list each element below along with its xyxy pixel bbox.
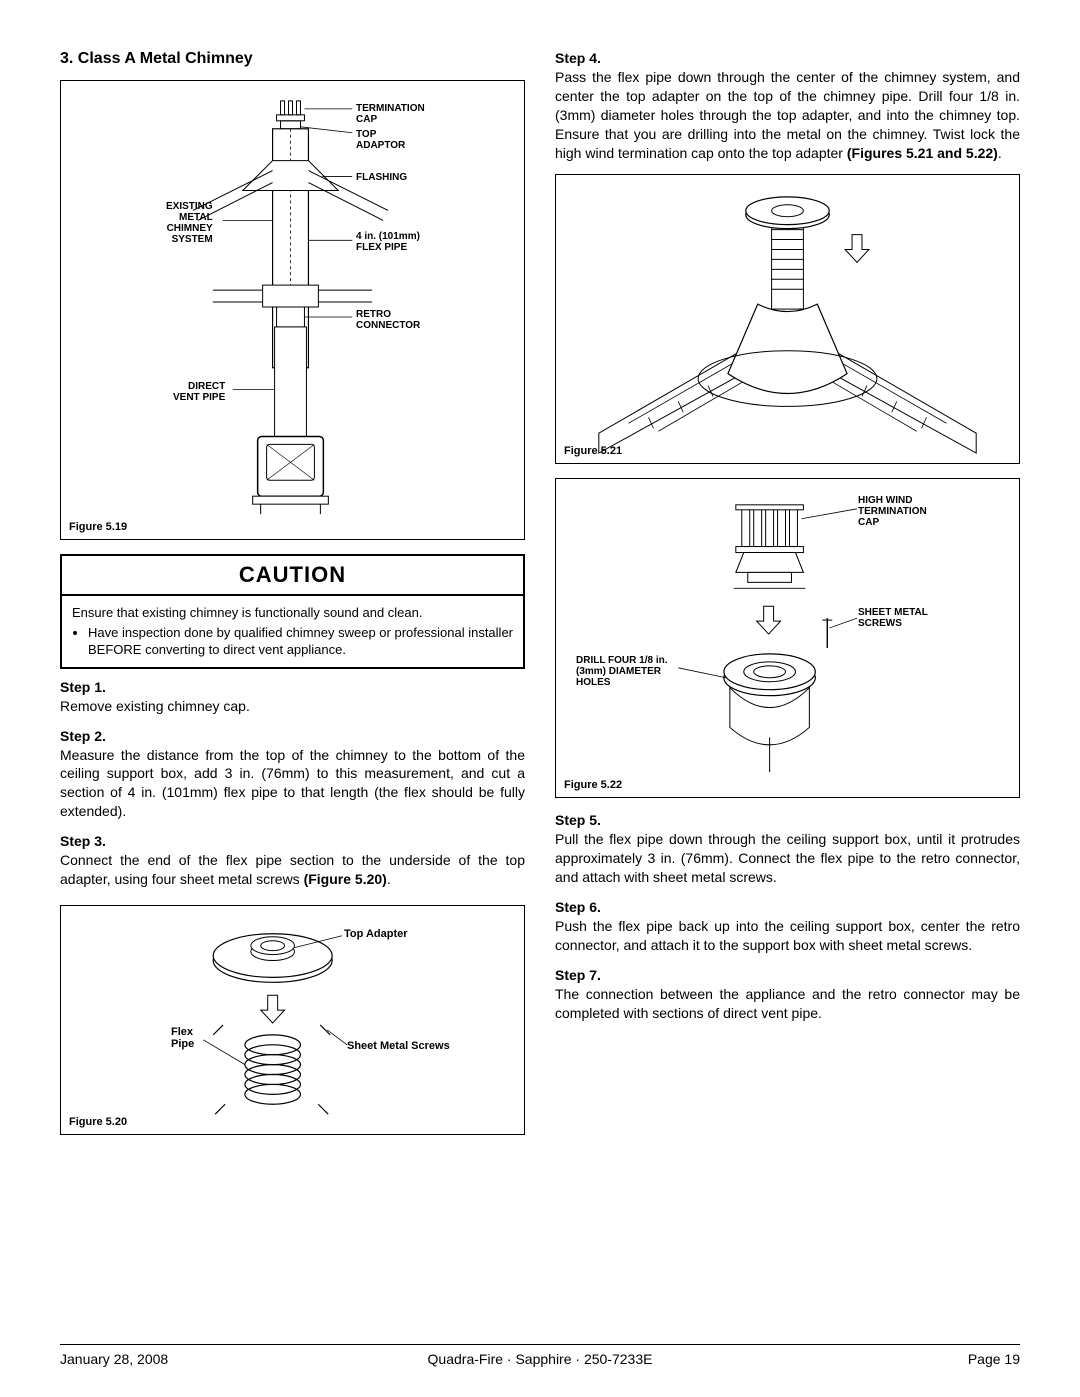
figure-5-21-caption: Figure 5.21 [564, 445, 622, 457]
label-sheet-screws: SHEET METAL SCREWS [858, 607, 928, 629]
label-retro: RETRO CONNECTOR [356, 309, 420, 331]
step-4: Step 4. Pass the flex pipe down through … [555, 50, 1020, 162]
step-3-text: Connect the end of the flex pipe section… [60, 851, 525, 889]
step-6: Step 6. Push the flex pipe back up into … [555, 899, 1020, 955]
step-1-text: Remove existing chimney cap. [60, 697, 525, 716]
label-high-wind: HIGH WIND TERMINATION CAP [858, 495, 927, 528]
page-content: 3. Class A Metal Chimney [60, 50, 1020, 1310]
step-2-title: Step 2. [60, 728, 525, 744]
step-4-text-c: . [998, 145, 1002, 161]
step-2: Step 2. Measure the distance from the to… [60, 728, 525, 822]
right-column: Step 4. Pass the flex pipe down through … [555, 50, 1020, 1310]
figure-5-22-caption: Figure 5.22 [564, 779, 622, 791]
step-3-text-a: Connect the end of the flex pipe section… [60, 852, 525, 887]
caution-box: CAUTION Ensure that existing chimney is … [60, 554, 525, 669]
label-top-adapter: Top Adapter [344, 928, 408, 940]
step-6-title: Step 6. [555, 899, 1020, 915]
page-footer: January 28, 2008 Quadra-Fire · Sapphire … [60, 1344, 1020, 1367]
caution-header: CAUTION [62, 556, 523, 596]
figure-5-21: Figure 5.21 [555, 174, 1020, 464]
label-top-adaptor: TOP ADAPTOR [356, 129, 405, 151]
step-4-text-b: (Figures 5.21 and 5.22) [847, 145, 998, 161]
diagram-5-22 [556, 479, 1019, 797]
left-column: 3. Class A Metal Chimney [60, 50, 525, 1310]
caution-bullet: Have inspection done by qualified chimne… [88, 624, 513, 659]
step-1: Step 1. Remove existing chimney cap. [60, 679, 525, 716]
label-termination-cap: TERMINATION CAP [356, 103, 425, 125]
label-drill-holes: DRILL FOUR 1/8 in. (3mm) DIAMETER HOLES [576, 655, 668, 688]
step-3-text-c: . [387, 871, 391, 887]
step-4-title: Step 4. [555, 50, 1020, 66]
step-5-title: Step 5. [555, 812, 1020, 828]
caution-line1: Ensure that existing chimney is function… [72, 604, 513, 622]
step-5: Step 5. Pull the flex pipe down through … [555, 812, 1020, 887]
section-title: 3. Class A Metal Chimney [60, 50, 525, 68]
step-5-text: Pull the flex pipe down through the ceil… [555, 830, 1020, 887]
step-7-text: The connection between the appliance and… [555, 985, 1020, 1023]
diagram-5-19 [61, 81, 524, 539]
figure-5-19: TERMINATION CAP TOP ADAPTOR FLASHING EXI… [60, 80, 525, 540]
step-4-text: Pass the flex pipe down through the cent… [555, 68, 1020, 162]
diagram-5-20 [61, 906, 524, 1134]
step-2-text: Measure the distance from the top of the… [60, 746, 525, 822]
label-screws-520: Sheet Metal Screws [347, 1040, 450, 1052]
label-flex-pipe-520: Flex Pipe [171, 1026, 194, 1050]
figure-5-20: Top Adapter Flex Pipe Sheet Metal Screws… [60, 905, 525, 1135]
label-existing: EXISTING METAL CHIMNEY SYSTEM [166, 201, 213, 245]
label-flex-pipe: 4 in. (101mm) FLEX PIPE [356, 231, 420, 253]
label-flashing: FLASHING [356, 172, 407, 183]
caution-body: Ensure that existing chimney is function… [62, 596, 523, 667]
step-3: Step 3. Connect the end of the flex pipe… [60, 833, 525, 889]
step-7: Step 7. The connection between the appli… [555, 967, 1020, 1023]
step-6-text: Push the flex pipe back up into the ceil… [555, 917, 1020, 955]
diagram-5-21 [556, 175, 1019, 463]
step-3-title: Step 3. [60, 833, 525, 849]
step-1-title: Step 1. [60, 679, 525, 695]
label-direct-vent: DIRECT VENT PIPE [173, 381, 225, 403]
footer-center: Quadra-Fire · Sapphire · 250-7233E [60, 1351, 1020, 1367]
step-7-title: Step 7. [555, 967, 1020, 983]
figure-5-20-caption: Figure 5.20 [69, 1116, 127, 1128]
figure-5-19-caption: Figure 5.19 [69, 521, 127, 533]
step-3-text-b: (Figure 5.20) [304, 871, 387, 887]
figure-5-22: HIGH WIND TERMINATION CAP SHEET METAL SC… [555, 478, 1020, 798]
